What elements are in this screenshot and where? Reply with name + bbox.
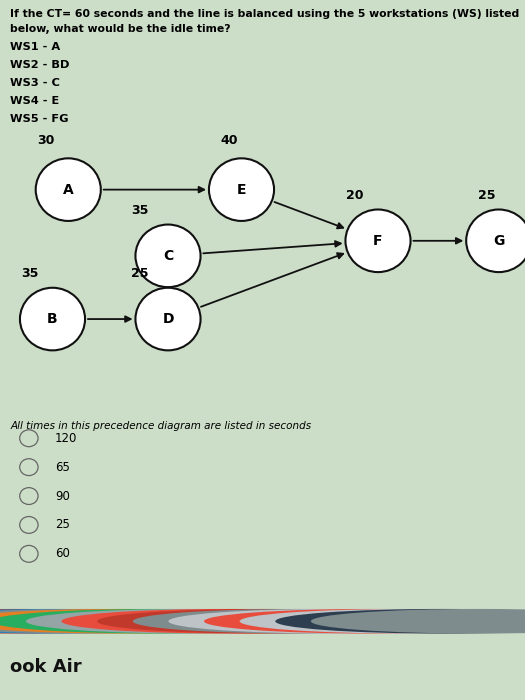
Ellipse shape [20, 288, 85, 351]
Text: below, what would be the idle time?: below, what would be the idle time? [10, 24, 231, 34]
Circle shape [26, 609, 362, 634]
Text: WS2 - BD: WS2 - BD [10, 60, 70, 70]
Text: 25: 25 [55, 519, 70, 531]
Text: F: F [373, 234, 383, 248]
Text: 90: 90 [55, 489, 70, 503]
Text: All times in this precedence diagram are listed in seconds: All times in this precedence diagram are… [10, 421, 312, 431]
Circle shape [311, 609, 525, 634]
Text: D: D [162, 312, 174, 326]
Text: 30: 30 [37, 134, 54, 148]
Circle shape [0, 609, 326, 634]
Circle shape [275, 609, 525, 634]
Text: B: B [47, 312, 58, 326]
Text: 25: 25 [131, 267, 149, 280]
Text: 25: 25 [478, 189, 495, 202]
Text: 120: 120 [55, 432, 78, 444]
Text: ook Air: ook Air [10, 658, 82, 676]
Text: G: G [493, 234, 505, 248]
Circle shape [61, 609, 397, 634]
Text: WS1 - A: WS1 - A [10, 42, 60, 52]
Circle shape [0, 609, 291, 634]
Text: 65: 65 [55, 461, 70, 474]
Circle shape [0, 609, 255, 634]
Text: 35: 35 [21, 267, 38, 280]
Ellipse shape [135, 288, 201, 351]
Text: 35: 35 [131, 204, 149, 217]
Text: WS3 - C: WS3 - C [10, 78, 60, 88]
Circle shape [133, 609, 469, 634]
Ellipse shape [345, 209, 411, 272]
Text: WS4 - E: WS4 - E [10, 97, 60, 106]
Text: 60: 60 [55, 547, 70, 560]
Text: E: E [237, 183, 246, 197]
Ellipse shape [466, 209, 525, 272]
Circle shape [239, 609, 525, 634]
Ellipse shape [209, 158, 274, 221]
Circle shape [97, 609, 433, 634]
Ellipse shape [135, 225, 201, 287]
Text: A: A [63, 183, 74, 197]
Text: 20: 20 [346, 189, 364, 202]
Text: If the CT= 60 seconds and the line is balanced using the 5 workstations (WS) lis: If the CT= 60 seconds and the line is ba… [10, 9, 520, 19]
Circle shape [204, 609, 525, 634]
Circle shape [0, 609, 184, 634]
Text: C: C [163, 249, 173, 263]
Ellipse shape [36, 158, 101, 221]
Circle shape [0, 609, 219, 634]
Text: WS5 - FG: WS5 - FG [10, 114, 69, 125]
Text: 40: 40 [220, 134, 238, 148]
Circle shape [169, 609, 505, 634]
